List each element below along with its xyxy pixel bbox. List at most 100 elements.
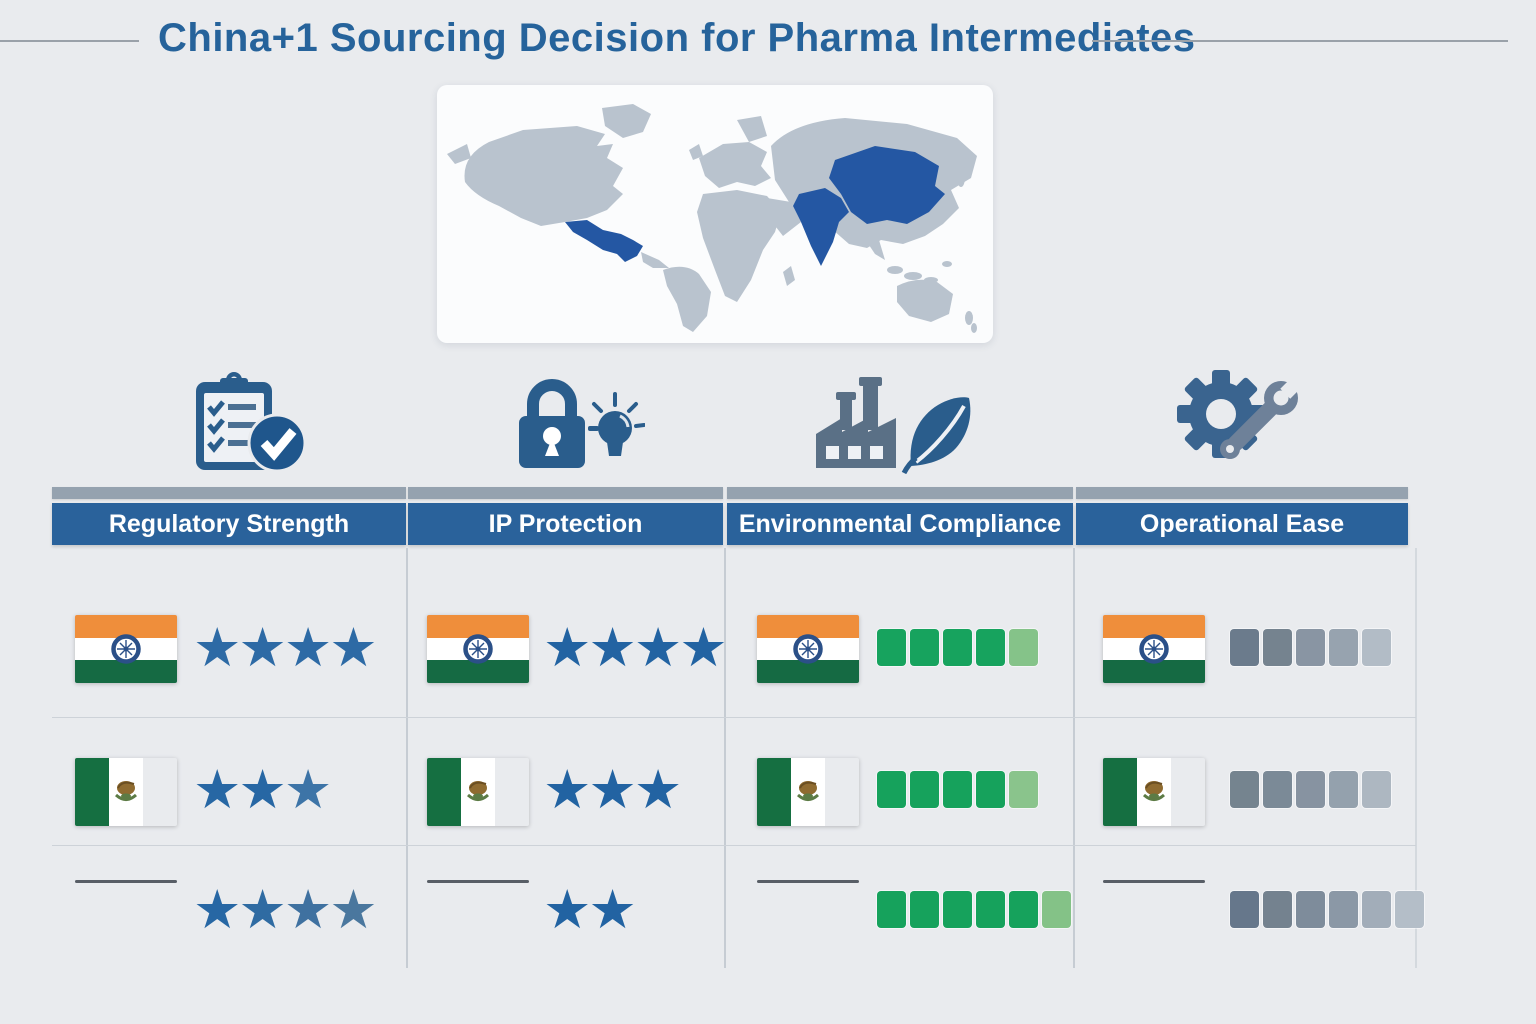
rating-square (1296, 629, 1325, 666)
column-divider (724, 548, 726, 968)
rating-square (910, 891, 939, 928)
no-flag-dash (757, 880, 859, 883)
rating-square (1329, 629, 1358, 666)
rating-square (976, 629, 1005, 666)
star-icon: ★ (588, 618, 637, 678)
star-icon: ★ (238, 760, 287, 820)
rating-square (976, 771, 1005, 808)
star-icon: ★ (543, 760, 592, 820)
rating-square (1329, 891, 1358, 928)
star-icon: ★ (543, 880, 592, 940)
star-rating: ★ ★ ★ (543, 760, 683, 820)
rating-square (877, 771, 906, 808)
rating-square (943, 771, 972, 808)
star-icon: ★ (329, 618, 378, 678)
mexico-flag (427, 758, 529, 826)
rating-square (1230, 771, 1259, 808)
star-rating: ★ ★ (543, 880, 637, 940)
rating-square (1009, 891, 1038, 928)
factory-leaf-icon (808, 372, 978, 475)
star-icon: ★ (238, 618, 287, 678)
square-rating (1230, 629, 1391, 666)
india-flag (1103, 615, 1205, 683)
rating-square (910, 629, 939, 666)
rating-square (1230, 891, 1259, 928)
world-map (447, 104, 977, 333)
star-icon: ★ (329, 880, 378, 940)
star-icon: ★ (193, 760, 242, 820)
map-highlight-mexico (565, 220, 643, 262)
header-topbar (408, 487, 723, 499)
lock-bulb-icon (505, 368, 646, 474)
column-header-regulatory-strength: Regulatory Strength (52, 503, 406, 545)
star-icon: ★ (588, 760, 637, 820)
star-icon: ★ (679, 618, 728, 678)
star-icon: ★ (283, 880, 333, 940)
india-flag (75, 615, 177, 683)
no-flag-dash (427, 880, 529, 883)
clipboard-check-icon (180, 370, 310, 476)
rating-square (910, 771, 939, 808)
square-rating (1230, 891, 1424, 928)
star-icon: ★ (283, 760, 333, 820)
star-icon: ★ (543, 618, 592, 678)
header-topbar (52, 487, 406, 499)
header-topbar (1076, 487, 1408, 499)
page-title: China+1 Sourcing Decision for Pharma Int… (158, 16, 1196, 60)
title-rule-left (0, 40, 139, 42)
rating-square (1009, 771, 1038, 808)
title-rule-right (1092, 40, 1508, 42)
star-icon: ★ (283, 618, 333, 678)
india-flag (757, 615, 859, 683)
map-highlight-india (793, 188, 849, 266)
star-icon: ★ (193, 618, 242, 678)
rating-square (943, 629, 972, 666)
star-rating: ★ ★ ★ ★ (193, 618, 378, 678)
square-rating (877, 771, 1038, 808)
column-header-ip-protection: IP Protection (408, 503, 723, 545)
gear-wrench-icon (1168, 364, 1308, 476)
star-rating: ★ ★ ★ ★ (543, 618, 728, 678)
star-icon: ★ (633, 760, 683, 820)
header-topbar (727, 487, 1073, 499)
rating-square (943, 891, 972, 928)
mexico-flag (75, 758, 177, 826)
column-divider (1073, 548, 1075, 968)
india-flag (427, 615, 529, 683)
rating-square (1362, 771, 1391, 808)
rating-square (1329, 771, 1358, 808)
square-rating (877, 891, 1071, 928)
rating-square (877, 629, 906, 666)
star-icon: ★ (633, 618, 683, 678)
rating-square (976, 891, 1005, 928)
row-divider (52, 717, 1416, 718)
star-icon: ★ (588, 880, 637, 940)
column-divider (406, 548, 408, 968)
rating-square (1009, 629, 1038, 666)
mexico-flag (1103, 758, 1205, 826)
column-divider (1415, 548, 1417, 968)
row-divider (52, 845, 1416, 846)
star-rating: ★ ★ ★ (193, 760, 333, 820)
rating-square (1230, 629, 1259, 666)
rating-square (1263, 629, 1292, 666)
mexico-flag (757, 758, 859, 826)
rating-square (1395, 891, 1424, 928)
square-rating (1230, 771, 1391, 808)
rating-square (1296, 891, 1325, 928)
square-rating (877, 629, 1038, 666)
no-flag-dash (75, 880, 177, 883)
world-map-card (437, 85, 993, 343)
rating-square (1263, 891, 1292, 928)
star-icon: ★ (238, 880, 287, 940)
rating-square (877, 891, 906, 928)
rating-square (1362, 629, 1391, 666)
rating-square (1362, 891, 1391, 928)
rating-square (1296, 771, 1325, 808)
no-flag-dash (1103, 880, 1205, 883)
map-highlight-china (829, 146, 945, 224)
column-header-environmental-compliance: Environmental Compliance (727, 503, 1073, 545)
rating-square (1263, 771, 1292, 808)
column-header-operational-ease: Operational Ease (1076, 503, 1408, 545)
